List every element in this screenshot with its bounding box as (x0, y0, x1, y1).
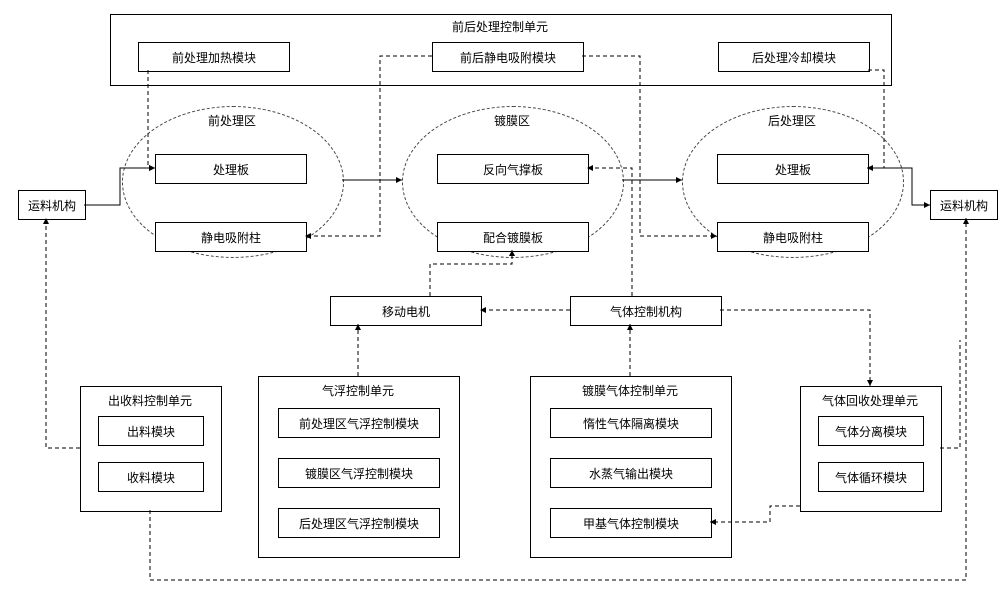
zone-c-box2: 静电吸附柱 (717, 222, 869, 252)
mod-preheat: 前处理加热模块 (138, 42, 290, 72)
side-left-label: 运料机构 (28, 197, 76, 214)
unit-air-m1-label: 前处理区气浮控制模块 (299, 415, 419, 432)
unit-feed-m2: 收料模块 (98, 462, 204, 492)
zone-a-box2: 静电吸附柱 (155, 222, 307, 252)
unit-recycle-m2-label: 气体循环模块 (835, 469, 907, 486)
mod-electrostatic-label: 前后静电吸附模块 (460, 49, 556, 66)
unit-air-title: 气浮控制单元 (258, 382, 458, 399)
unit-feed-m1-label: 出料模块 (127, 423, 175, 440)
unit-gas-m3-label: 甲基气体控制模块 (583, 515, 679, 532)
unit-gas-m2-label: 水蒸气输出模块 (589, 465, 673, 482)
unit-air-m1: 前处理区气浮控制模块 (278, 408, 440, 438)
mod-electrostatic: 前后静电吸附模块 (432, 42, 584, 72)
unit-recycle-m2: 气体循环模块 (818, 462, 924, 492)
unit-feed-title: 出收料控制单元 (80, 392, 220, 409)
zone-b-box1-label: 反向气撑板 (483, 161, 543, 178)
side-right-label: 运料机构 (940, 197, 988, 214)
zone-a-title: 前处理区 (122, 112, 342, 129)
mid-gasctrl: 气体控制机构 (570, 296, 722, 326)
zone-b-box1: 反向气撑板 (437, 154, 589, 184)
unit-recycle-title: 气体回收处理单元 (800, 392, 940, 409)
side-right-box: 运料机构 (930, 190, 998, 220)
unit-feed-m2-label: 收料模块 (127, 469, 175, 486)
unit-air-m3-label: 后处理区气浮控制模块 (299, 515, 419, 532)
zone-a-box2-label: 静电吸附柱 (201, 229, 261, 246)
mid-motor-label: 移动电机 (382, 303, 430, 320)
mid-motor: 移动电机 (330, 296, 482, 326)
unit-air-m2-label: 镀膜区气浮控制模块 (305, 465, 413, 482)
zone-c-box2-label: 静电吸附柱 (763, 229, 823, 246)
zone-c-box1: 处理板 (717, 154, 869, 184)
unit-gas-m1-label: 惰性气体隔离模块 (583, 415, 679, 432)
unit-gas-m3: 甲基气体控制模块 (550, 508, 712, 538)
unit-gas-m2: 水蒸气输出模块 (550, 458, 712, 488)
unit-feed-m1: 出料模块 (98, 416, 204, 446)
zone-c-title: 后处理区 (682, 112, 902, 129)
zone-b-box2-label: 配合镀膜板 (483, 229, 543, 246)
mod-preheat-label: 前处理加热模块 (172, 49, 256, 66)
connectors (0, 0, 1000, 614)
top-unit-title: 前后处理控制单元 (110, 18, 890, 35)
zone-c-box1-label: 处理板 (775, 161, 811, 178)
zone-b-title: 镀膜区 (402, 112, 622, 129)
mod-postcool-label: 后处理冷却模块 (752, 49, 836, 66)
unit-air-m3: 后处理区气浮控制模块 (278, 508, 440, 538)
unit-recycle-m1: 气体分离模块 (818, 416, 924, 446)
unit-gas-title: 镀膜气体控制单元 (530, 382, 730, 399)
zone-a-box1-label: 处理板 (213, 161, 249, 178)
unit-recycle-m1-label: 气体分离模块 (835, 423, 907, 440)
side-left-box: 运料机构 (18, 190, 86, 220)
unit-air-m2: 镀膜区气浮控制模块 (278, 458, 440, 488)
mod-postcool: 后处理冷却模块 (718, 42, 870, 72)
unit-gas-m1: 惰性气体隔离模块 (550, 408, 712, 438)
zone-a-box1: 处理板 (155, 154, 307, 184)
mid-gasctrl-label: 气体控制机构 (610, 303, 682, 320)
zone-b-box2: 配合镀膜板 (437, 222, 589, 252)
